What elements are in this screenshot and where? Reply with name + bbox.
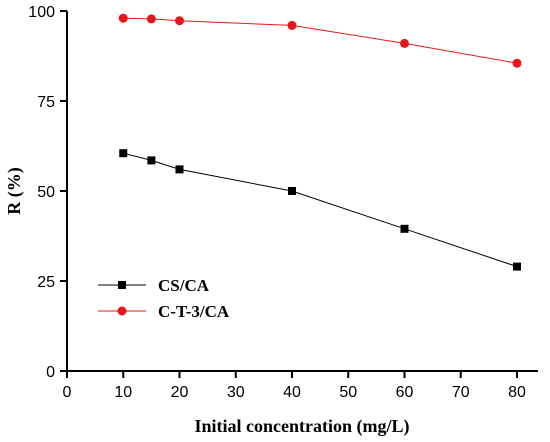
x-tick-label: 50 bbox=[339, 384, 357, 401]
series-line bbox=[123, 17, 518, 64]
legend-item: CS/CA bbox=[98, 276, 210, 295]
x-tick-label: 40 bbox=[283, 384, 301, 401]
series-1 bbox=[118, 13, 522, 68]
y-tick-label: 50 bbox=[37, 184, 55, 201]
legend-marker bbox=[118, 281, 126, 289]
data-point bbox=[287, 20, 297, 30]
data-point bbox=[147, 156, 156, 165]
axes bbox=[66, 11, 538, 372]
x-axis-title: Initial concentration (mg/L) bbox=[195, 416, 410, 437]
data-point bbox=[146, 14, 156, 24]
y-axis-title: R (%) bbox=[4, 167, 25, 215]
legend-label: C-T-3/CA bbox=[158, 302, 230, 321]
x-tick-label: 70 bbox=[452, 384, 470, 401]
data-point bbox=[400, 224, 409, 233]
data-point bbox=[288, 187, 296, 195]
series-layer bbox=[118, 13, 522, 271]
data-point bbox=[175, 16, 184, 26]
x-tick-label: 20 bbox=[171, 384, 189, 401]
data-point bbox=[400, 38, 409, 48]
data-point bbox=[175, 165, 184, 174]
y-tick-label: 100 bbox=[28, 4, 55, 21]
data-point bbox=[512, 58, 522, 68]
x-ticks: 0 10 20 30 40 50 60 70 80 bbox=[63, 371, 526, 401]
series-0 bbox=[119, 149, 521, 271]
data-point bbox=[118, 13, 128, 23]
y-ticks: 0 25 50 75 100 bbox=[28, 4, 67, 381]
x-tick-label: 80 bbox=[508, 384, 526, 401]
x-tick-label: 60 bbox=[396, 384, 414, 401]
x-tick-label: 0 bbox=[63, 384, 72, 401]
x-tick-label: 30 bbox=[227, 384, 245, 401]
y-tick-label: 25 bbox=[37, 274, 55, 291]
legend-marker bbox=[117, 306, 127, 316]
series-line bbox=[123, 152, 518, 268]
data-point bbox=[119, 149, 128, 158]
legend-item: C-T-3/CA bbox=[98, 302, 230, 321]
x-tick-label: 10 bbox=[114, 384, 132, 401]
legend-label: CS/CA bbox=[158, 276, 210, 295]
y-tick-label: 0 bbox=[46, 364, 55, 381]
y-tick-label: 75 bbox=[37, 94, 55, 111]
data-point bbox=[513, 262, 521, 271]
legend: CS/CA C-T-3/CA bbox=[98, 276, 230, 321]
